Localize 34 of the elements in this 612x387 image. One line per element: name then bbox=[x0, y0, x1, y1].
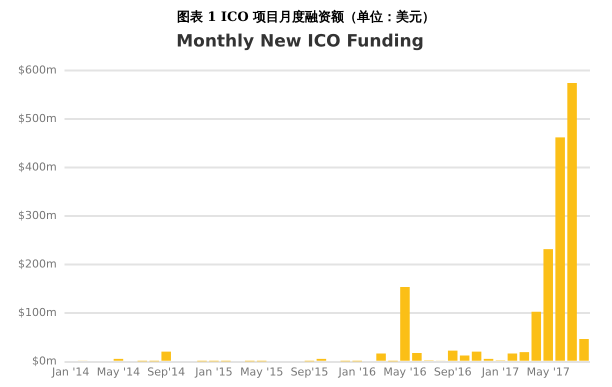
x-tick-label: Jan '15 bbox=[194, 365, 233, 378]
bar bbox=[412, 353, 422, 361]
bar bbox=[400, 287, 410, 361]
y-tick-label: $300m bbox=[18, 208, 57, 222]
bar bbox=[460, 355, 470, 361]
x-tick-label: Sep'15 bbox=[290, 365, 328, 378]
bar bbox=[508, 354, 518, 361]
x-tick-label: May '15 bbox=[240, 365, 284, 378]
bar bbox=[376, 354, 386, 361]
x-tick-label: Jan '16 bbox=[337, 365, 376, 378]
bar bbox=[520, 352, 530, 361]
x-tick-label: Jan '14 bbox=[50, 365, 90, 378]
chart-title: Monthly New ICO Funding bbox=[176, 32, 424, 52]
y-tick-label: $100m bbox=[18, 306, 57, 320]
y-tick-label: $200m bbox=[18, 258, 57, 271]
bar bbox=[555, 137, 565, 361]
x-tick-label: May '16 bbox=[383, 365, 427, 378]
bar bbox=[161, 352, 171, 361]
y-tick-label: $600m bbox=[18, 63, 57, 76]
bar bbox=[543, 249, 553, 361]
text: 图表 1 ICO 项目月度融资额（单位：美元） bbox=[176, 8, 436, 27]
y-tick-label: $0m bbox=[32, 354, 57, 368]
bar bbox=[532, 312, 542, 361]
x-tick-label: May '14 bbox=[96, 365, 140, 378]
bar bbox=[448, 350, 458, 361]
bar bbox=[579, 338, 589, 361]
bar bbox=[567, 83, 577, 361]
x-tick-label: Jan '17 bbox=[480, 365, 520, 378]
y-tick-label: $500m bbox=[18, 112, 57, 125]
bar bbox=[472, 352, 482, 361]
y-tick-label: $400m bbox=[18, 160, 57, 174]
x-tick-label: May '17 bbox=[526, 365, 570, 378]
x-tick-label: Sep'14 bbox=[147, 365, 186, 378]
x-tick-label: Sep'16 bbox=[434, 365, 472, 378]
